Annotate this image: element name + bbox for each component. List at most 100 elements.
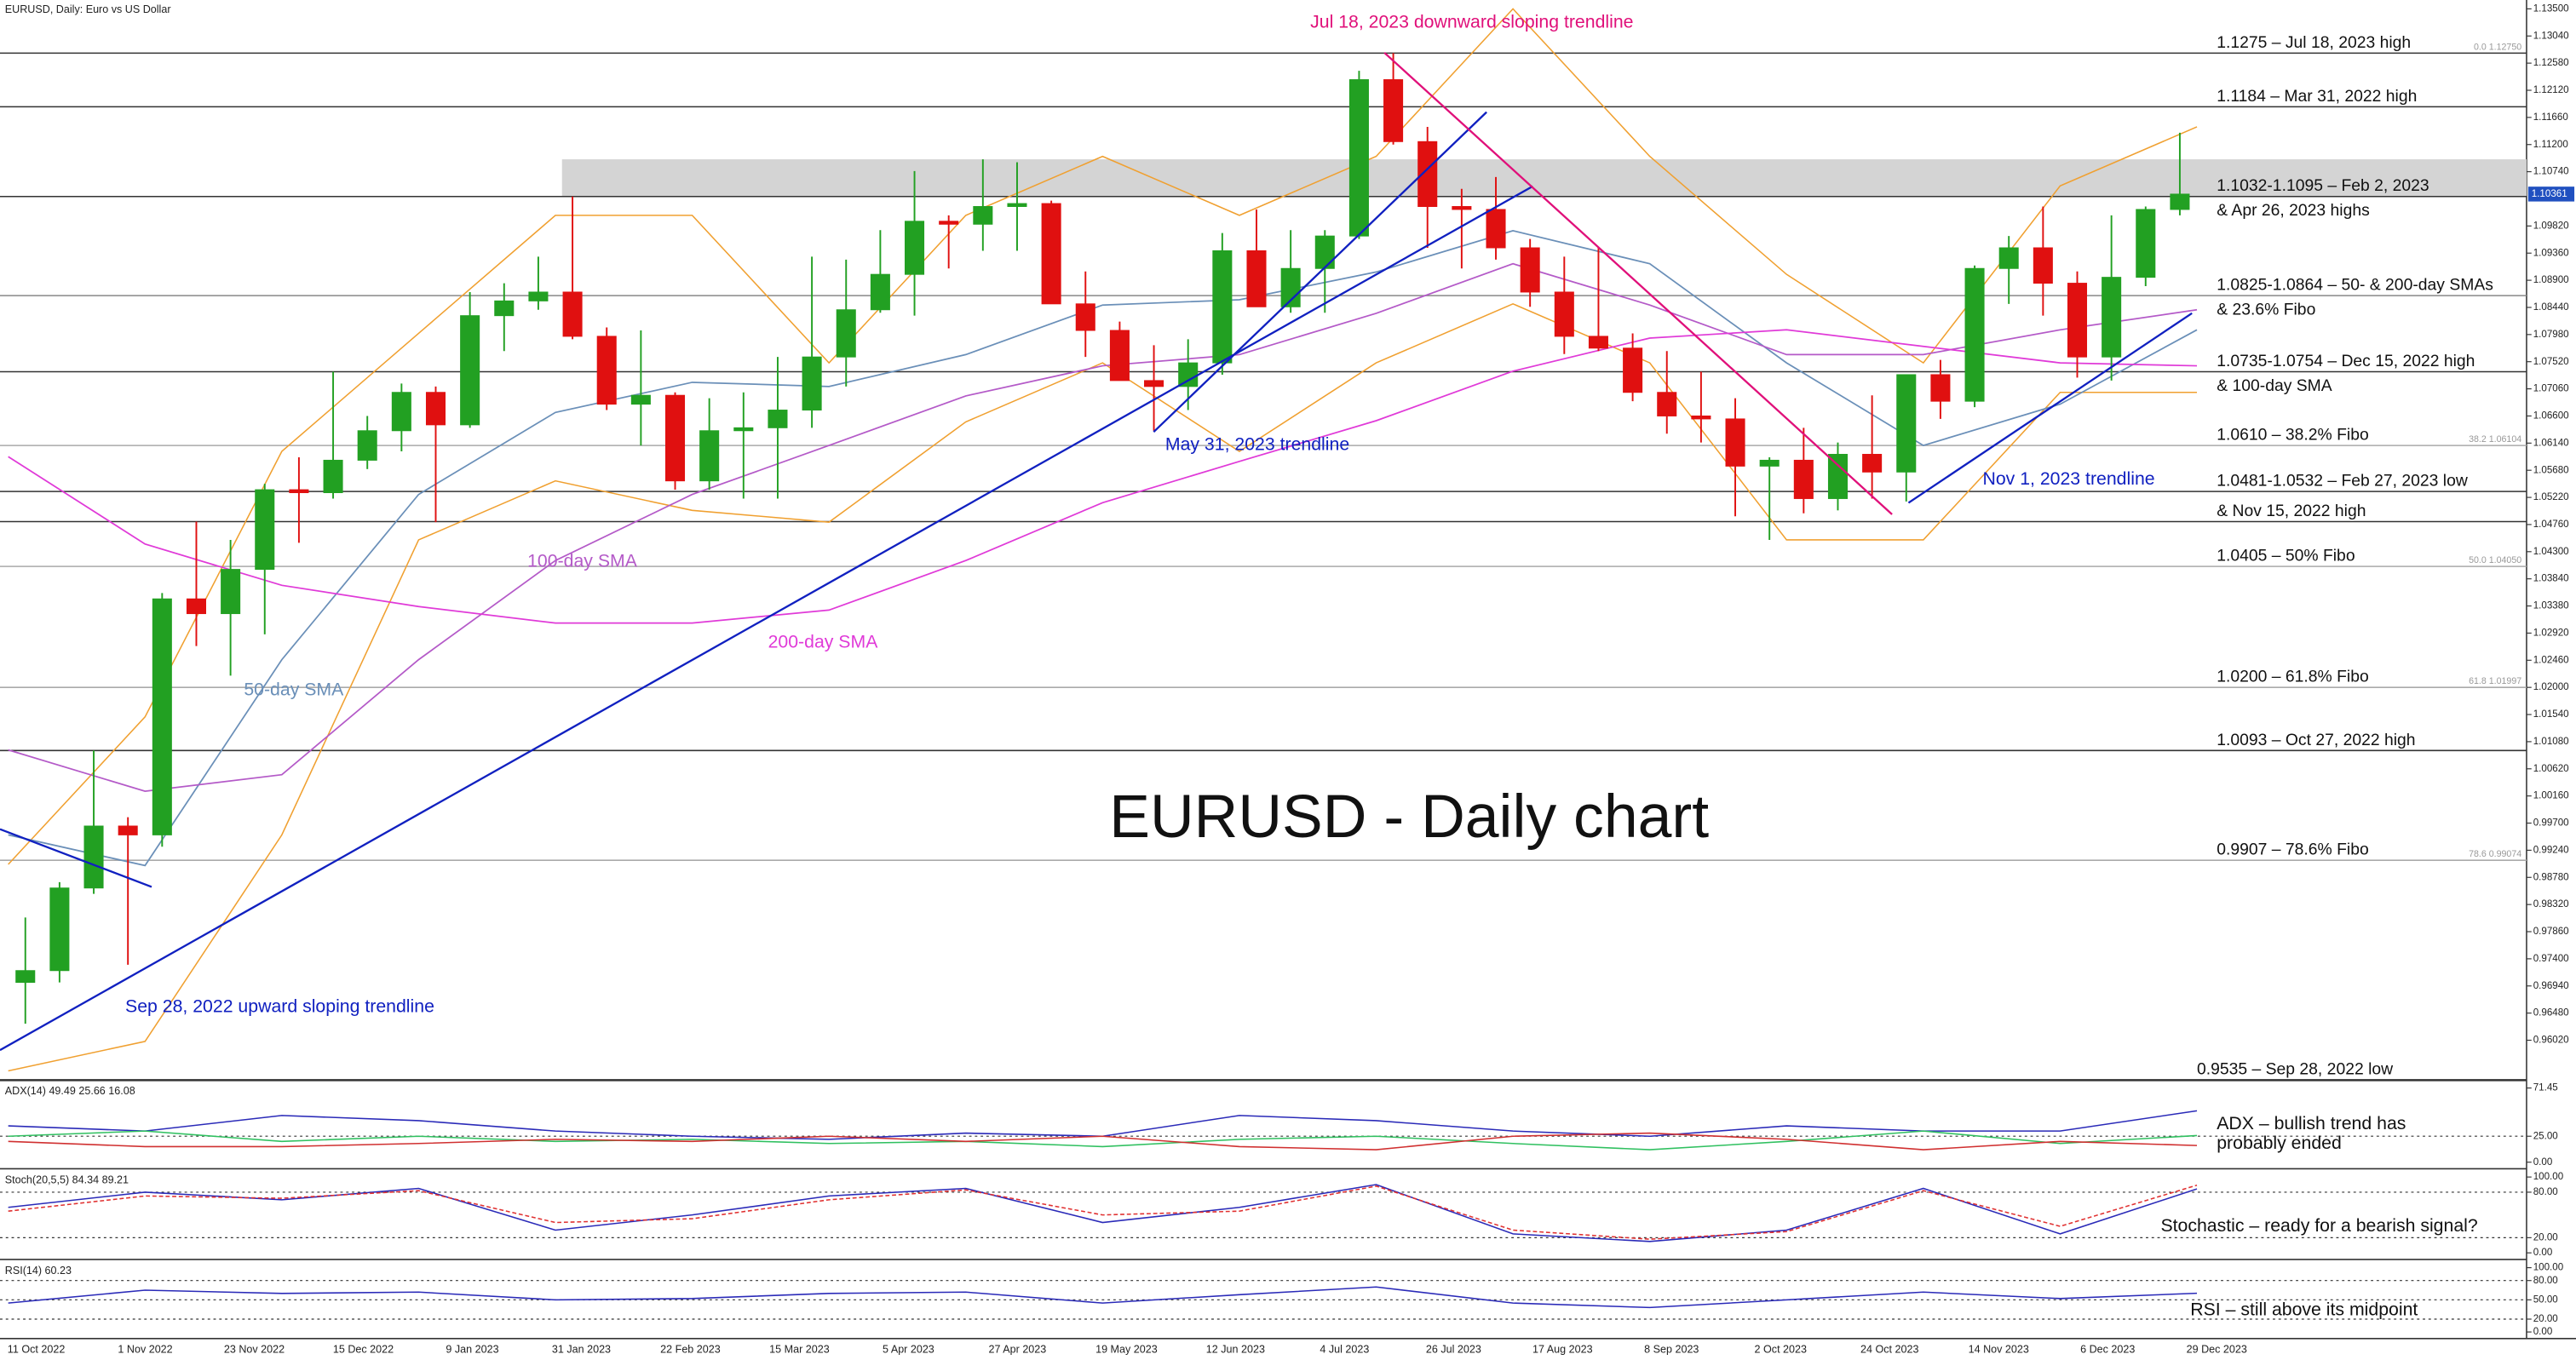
trendlines [0, 52, 2193, 1052]
y-tick-label: 0.99700 [2533, 818, 2569, 829]
y-tick-label: 0.98320 [2533, 898, 2569, 910]
y-tick-label: 1.08900 [2533, 274, 2569, 285]
candle-body [1691, 415, 1711, 420]
level-label: 1.0093 – Oct 27, 2022 high [2217, 731, 2415, 749]
candle-body [768, 410, 788, 428]
annotation: May 31, 2023 trendline [1165, 433, 1349, 454]
indicator-annotation: RSI – still above its midpoint [2190, 1300, 2418, 1320]
candle-body [1280, 267, 1301, 307]
y-tick-label: 1.13040 [2533, 30, 2569, 41]
y-tick-label: 80.00 [2533, 1186, 2558, 1197]
moving-average [8, 262, 2198, 793]
level-label: 1.1184 – Mar 31, 2022 high [2217, 87, 2417, 106]
y-tick-label: 80.00 [2533, 1275, 2558, 1286]
candle-body [1144, 380, 1164, 387]
last-price-label: 1.10361 [2532, 188, 2567, 199]
x-tick-label: 15 Dec 2022 [333, 1344, 394, 1356]
y-tick-label: 1.00620 [2533, 763, 2569, 774]
indicator-annotation: ADX – bullish trend has [2217, 1113, 2406, 1133]
candle-body [289, 489, 309, 494]
y-tick-label: 0.99240 [2533, 844, 2569, 855]
candle-body [1554, 291, 1574, 337]
candle-body [357, 430, 377, 461]
candle-body [1246, 250, 1267, 307]
candle-body [494, 300, 515, 317]
candle-body [664, 394, 686, 482]
annotation: Sep 28, 2022 upward sloping trendline [125, 996, 434, 1016]
trendline [1383, 52, 1893, 515]
candle-body [186, 598, 206, 615]
candle-body [1759, 459, 1780, 467]
candle-body [2033, 247, 2053, 284]
candle-body [1178, 362, 1199, 387]
y-tick-label: 100.00 [2533, 1171, 2564, 1182]
y-tick-label: 1.04300 [2533, 546, 2569, 557]
series-label: 200-day SMA [768, 632, 879, 652]
candle-body [1725, 418, 1745, 467]
series-label: 100-day SMA [527, 551, 638, 571]
x-tick-label: 2 Oct 2023 [1755, 1344, 1807, 1356]
y-tick-label: 1.09360 [2533, 247, 2569, 258]
level-label: 1.0481-1.0532 – Feb 27, 2023 low [2217, 472, 2469, 491]
trendline [0, 185, 1533, 1052]
y-tick-label: 71.45 [2533, 1082, 2558, 1093]
x-tick-label: 26 Jul 2023 [1426, 1344, 1481, 1356]
x-tick-label: 24 Oct 2023 [1860, 1344, 1918, 1356]
y-tick-label: 1.05220 [2533, 491, 2569, 502]
x-tick-label: 5 Apr 2023 [883, 1344, 934, 1356]
series-label: 50-day SMA [244, 680, 344, 700]
x-tick-label: 19 May 2023 [1095, 1344, 1158, 1356]
candle-body [323, 459, 343, 494]
y-tick-label: 1.01540 [2533, 709, 2569, 720]
x-tick-label: 15 Mar 2023 [769, 1344, 830, 1356]
candle-body [939, 221, 959, 225]
candle-body [596, 336, 617, 405]
indicator-line [8, 1184, 2198, 1242]
candle-body [83, 825, 104, 889]
candle-body [460, 315, 480, 426]
level-label: & Nov 15, 2022 high [2217, 502, 2366, 520]
trendline [1153, 111, 1487, 433]
trendline [1907, 312, 2193, 504]
candle-body [255, 489, 275, 571]
x-tick-label: 27 Apr 2023 [989, 1344, 1047, 1356]
moving-average [8, 329, 2198, 624]
candle-body [1212, 250, 1233, 364]
candle-body [1348, 79, 1369, 237]
y-tick-label: 0.96480 [2533, 1007, 2569, 1019]
y-tick-label: 1.09820 [2533, 220, 2569, 231]
level-label: 1.1275 – Jul 18, 2023 high [2217, 33, 2411, 52]
annotation: Jul 18, 2023 downward sloping trendline [1310, 12, 1633, 32]
candle-body [1998, 247, 2019, 269]
x-tick-label: 17 Aug 2023 [1532, 1344, 1593, 1356]
chart-header: EURUSD, Daily: Euro vs US Dollar [5, 3, 171, 15]
y-tick-label: 0.00 [2533, 1326, 2553, 1337]
y-tick-label: 1.00160 [2533, 790, 2569, 801]
resistance-zone [561, 159, 2527, 197]
candle-body [733, 427, 754, 432]
y-tick-label: 1.01080 [2533, 736, 2569, 747]
candle-body [2067, 283, 2088, 358]
candle-body [1657, 392, 1677, 416]
candle-body [1383, 79, 1404, 142]
y-tick-label: 100.00 [2533, 1262, 2564, 1273]
y-tick-label: 1.04760 [2533, 519, 2569, 530]
y-tick-label: 0.96940 [2533, 980, 2569, 991]
chart-title: EURUSD - Daily chart [1109, 783, 1709, 851]
fibo-tag: 78.6 0.99074 [2469, 849, 2521, 859]
y-tick-label: 20.00 [2533, 1313, 2558, 1324]
candle-body [15, 970, 36, 984]
annotation: Nov 1, 2023 trendline [1982, 468, 2154, 489]
y-tick-label: 1.13500 [2533, 3, 2569, 14]
indicator-title: RSI(14) 60.23 [5, 1265, 72, 1277]
x-tick-label: 1 Nov 2022 [118, 1344, 172, 1356]
y-tick-label: 0.98780 [2533, 871, 2569, 882]
y-tick-label: 0.00 [2533, 1247, 2553, 1258]
y-tick-label: 1.02460 [2533, 654, 2569, 665]
y-tick-label: 25.00 [2533, 1130, 2558, 1141]
fibo-tag: 0.0 1.12750 [2474, 42, 2521, 52]
candle-body [1109, 330, 1130, 382]
level-label: 1.0825-1.0864 – 50- & 200-day SMAs [2217, 276, 2493, 295]
last-price-box [2527, 186, 2575, 202]
